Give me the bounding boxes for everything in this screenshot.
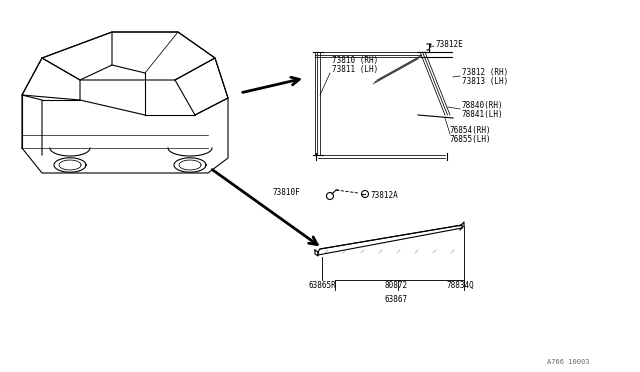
Text: 78840(RH): 78840(RH) <box>462 100 504 109</box>
Text: 73810 (RH): 73810 (RH) <box>332 55 378 64</box>
Text: 63865R: 63865R <box>308 280 336 289</box>
Text: 76854(RH): 76854(RH) <box>450 125 492 135</box>
Text: 80872: 80872 <box>385 280 408 289</box>
Text: 78834Q: 78834Q <box>446 280 474 289</box>
Text: 73812 (RH): 73812 (RH) <box>462 67 508 77</box>
Text: 76855(LH): 76855(LH) <box>450 135 492 144</box>
Text: 73811 (LH): 73811 (LH) <box>332 64 378 74</box>
Text: 73810F: 73810F <box>272 187 300 196</box>
Text: A766 10003: A766 10003 <box>547 359 590 365</box>
Text: 63867: 63867 <box>385 295 408 305</box>
Text: 78841(LH): 78841(LH) <box>462 109 504 119</box>
Text: 73812A: 73812A <box>371 190 399 199</box>
Text: 73812E: 73812E <box>436 39 464 48</box>
Text: 73813 (LH): 73813 (LH) <box>462 77 508 86</box>
